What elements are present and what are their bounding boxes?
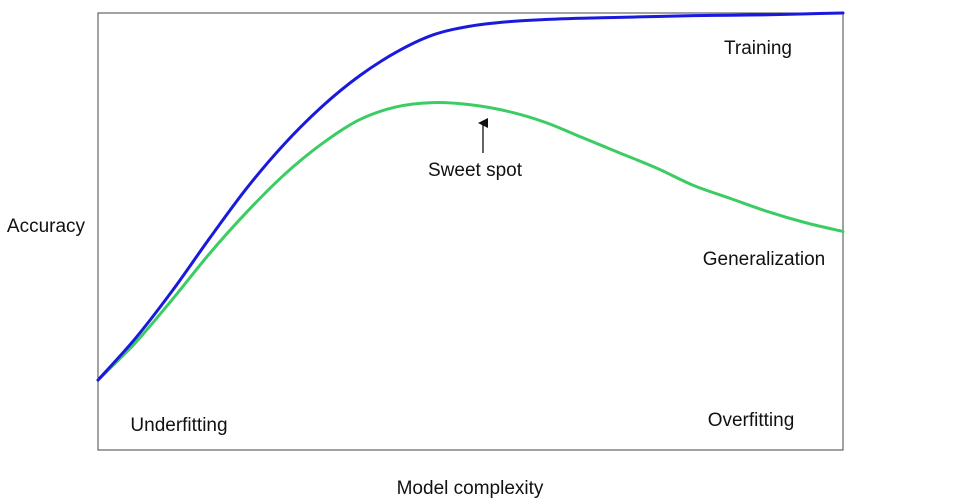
series-layer (96, 11, 845, 382)
generalization-label: Generalization (703, 249, 826, 270)
sweet-spot-label: Sweet spot (428, 160, 523, 181)
training-label: Training (724, 38, 792, 59)
series-line-training (96, 11, 845, 382)
overfitting-label: Overfitting (708, 410, 795, 431)
plot-area-frame (97, 12, 844, 451)
y-axis-label: Accuracy (7, 216, 86, 237)
underfitting-label: Underfitting (130, 415, 227, 436)
x-axis-label: Model complexity (397, 478, 544, 499)
series-line-generalization (96, 101, 845, 382)
